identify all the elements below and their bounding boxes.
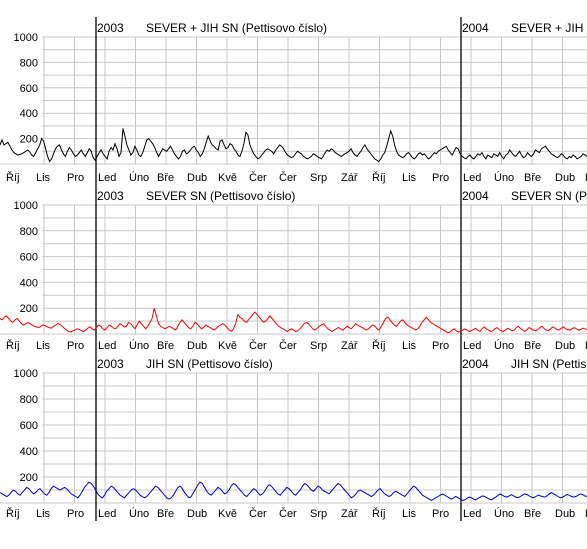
panel1-ytick-label: 200: [20, 134, 38, 146]
panel1-month-label: Dub: [555, 172, 575, 184]
panel2-month-label: Říj: [6, 339, 19, 352]
panel3-title-text: JIH SN (Pettisovo číslo): [146, 357, 273, 371]
panel1-title-text: SEVER + JIH SN (Pettisovo číslo): [511, 21, 587, 35]
panel1-month-label: Říj: [6, 171, 19, 184]
panel2-month-label: Kvě: [585, 340, 587, 352]
panel3-month-label: Lis: [36, 508, 51, 520]
panel3-month-label: Čer: [249, 507, 267, 520]
panel2-series-line-1: [0, 308, 587, 334]
panel2-month-label: Bře: [157, 340, 174, 352]
panel1-month-label: Bře: [524, 172, 541, 184]
panel1-month-label: Úno: [494, 171, 514, 184]
panel1-month-label: Pro: [67, 172, 84, 184]
panel2-ytick-label: 800: [20, 226, 38, 238]
panel2-month-label: Říj: [372, 339, 385, 352]
panel2-month-label: Úno: [494, 339, 514, 352]
panel2-title-year: 2004: [462, 189, 489, 203]
panel1-month-label: Pro: [432, 172, 449, 184]
panel2-month-label: Úno: [129, 339, 149, 352]
panel1-month-label: Lis: [402, 172, 417, 184]
panel1-month-label: Zář: [341, 172, 358, 184]
panel3-ytick-label: 200: [20, 472, 38, 484]
panel3-month-label: Úno: [129, 507, 149, 520]
panel3-month-label: Led: [463, 508, 481, 520]
panel3-title-year: 2004: [462, 357, 489, 371]
panel3-title-text: JIH SN (Pettisovo číslo): [511, 357, 587, 371]
panel2-title-year: 2003: [97, 189, 124, 203]
panel2-month-label: Pro: [67, 340, 84, 352]
panel3-month-label: Zář: [341, 508, 358, 520]
panel3-month-label: Pro: [67, 508, 84, 520]
panel2-month-label: Bře: [524, 340, 541, 352]
panel2-month-label: Pro: [432, 340, 449, 352]
panel2-ytick-label: 1000: [14, 200, 38, 212]
panel2-month-label: Led: [463, 340, 481, 352]
panel1-month-label: Lis: [36, 172, 51, 184]
panel3-title-year: 2003: [97, 357, 124, 371]
panel1-ytick-label: 800: [20, 57, 38, 69]
panel1-ytick-label: 400: [20, 108, 38, 120]
panel3-month-label: Říj: [6, 507, 19, 520]
panel1-month-label: Srp: [310, 172, 327, 184]
panel3-month-label: Úno: [494, 507, 514, 520]
panel1-month-label: Čer: [249, 171, 267, 184]
panel2-month-label: Zář: [341, 340, 358, 352]
panel2-month-label: Dub: [187, 340, 207, 352]
panel2-month-label: Čer: [249, 339, 267, 352]
panel3-month-label: Kvě: [218, 508, 237, 520]
panel2-ytick-label: 600: [20, 252, 38, 264]
panel1-month-label: Bře: [157, 172, 174, 184]
panel2-title-text: SEVER SN (Pettisovo číslo): [511, 189, 587, 203]
panel1-month-label: Dub: [187, 172, 207, 184]
panel1-month-label: Kvě: [585, 172, 587, 184]
panel1-title-year: 2004: [462, 21, 489, 35]
panel2-month-label: Kvě: [218, 340, 237, 352]
panel2-month-label: Dub: [555, 340, 575, 352]
panel1-ytick-label: 600: [20, 83, 38, 95]
panel1-month-label: Úno: [129, 171, 149, 184]
panel3-month-label: Lis: [402, 508, 417, 520]
panel3-month-label: Pro: [432, 508, 449, 520]
panel3-month-label: Bře: [157, 508, 174, 520]
panel2-ytick-label: 200: [20, 303, 38, 315]
panel2-ytick-label: 400: [20, 277, 38, 289]
panel1-month-label: Led: [463, 172, 481, 184]
panel3-month-label: Říj: [372, 507, 385, 520]
panel3-ytick-label: 800: [20, 394, 38, 406]
panel1-ytick-label: 1000: [14, 32, 38, 44]
panel2-month-label: Srp: [310, 340, 327, 352]
panel1-month-label: Čer: [279, 171, 297, 184]
panel3-ytick-label: 400: [20, 446, 38, 458]
panel2-month-label: Lis: [402, 340, 417, 352]
panel1-month-label: Led: [98, 172, 116, 184]
panel1-series-line-1: [0, 128, 587, 163]
panel2-month-label: Čer: [279, 339, 297, 352]
panel3-month-label: Kvě: [585, 508, 587, 520]
panel1-title-text: SEVER + JIH SN (Pettisovo číslo): [146, 21, 327, 35]
panel3-month-label: Led: [98, 508, 116, 520]
panel3-month-label: Čer: [279, 507, 297, 520]
panel1-title-year: 2003: [97, 21, 124, 35]
panel1-month-label: Kvě: [218, 172, 237, 184]
panel2-month-label: Led: [98, 340, 116, 352]
panel3-month-label: Srp: [310, 508, 327, 520]
panel3-month-label: Dub: [187, 508, 207, 520]
panel1-month-label: Říj: [372, 171, 385, 184]
panel2-title-text: SEVER SN (Pettisovo číslo): [146, 189, 295, 203]
panel3-ytick-label: 600: [20, 420, 38, 432]
panel3-series-line-1: [0, 481, 587, 501]
panel3-month-label: Bře: [524, 508, 541, 520]
panel3-month-label: Dub: [555, 508, 575, 520]
panel3-ytick-label: 1000: [14, 368, 38, 380]
panel2-month-label: Lis: [36, 340, 51, 352]
